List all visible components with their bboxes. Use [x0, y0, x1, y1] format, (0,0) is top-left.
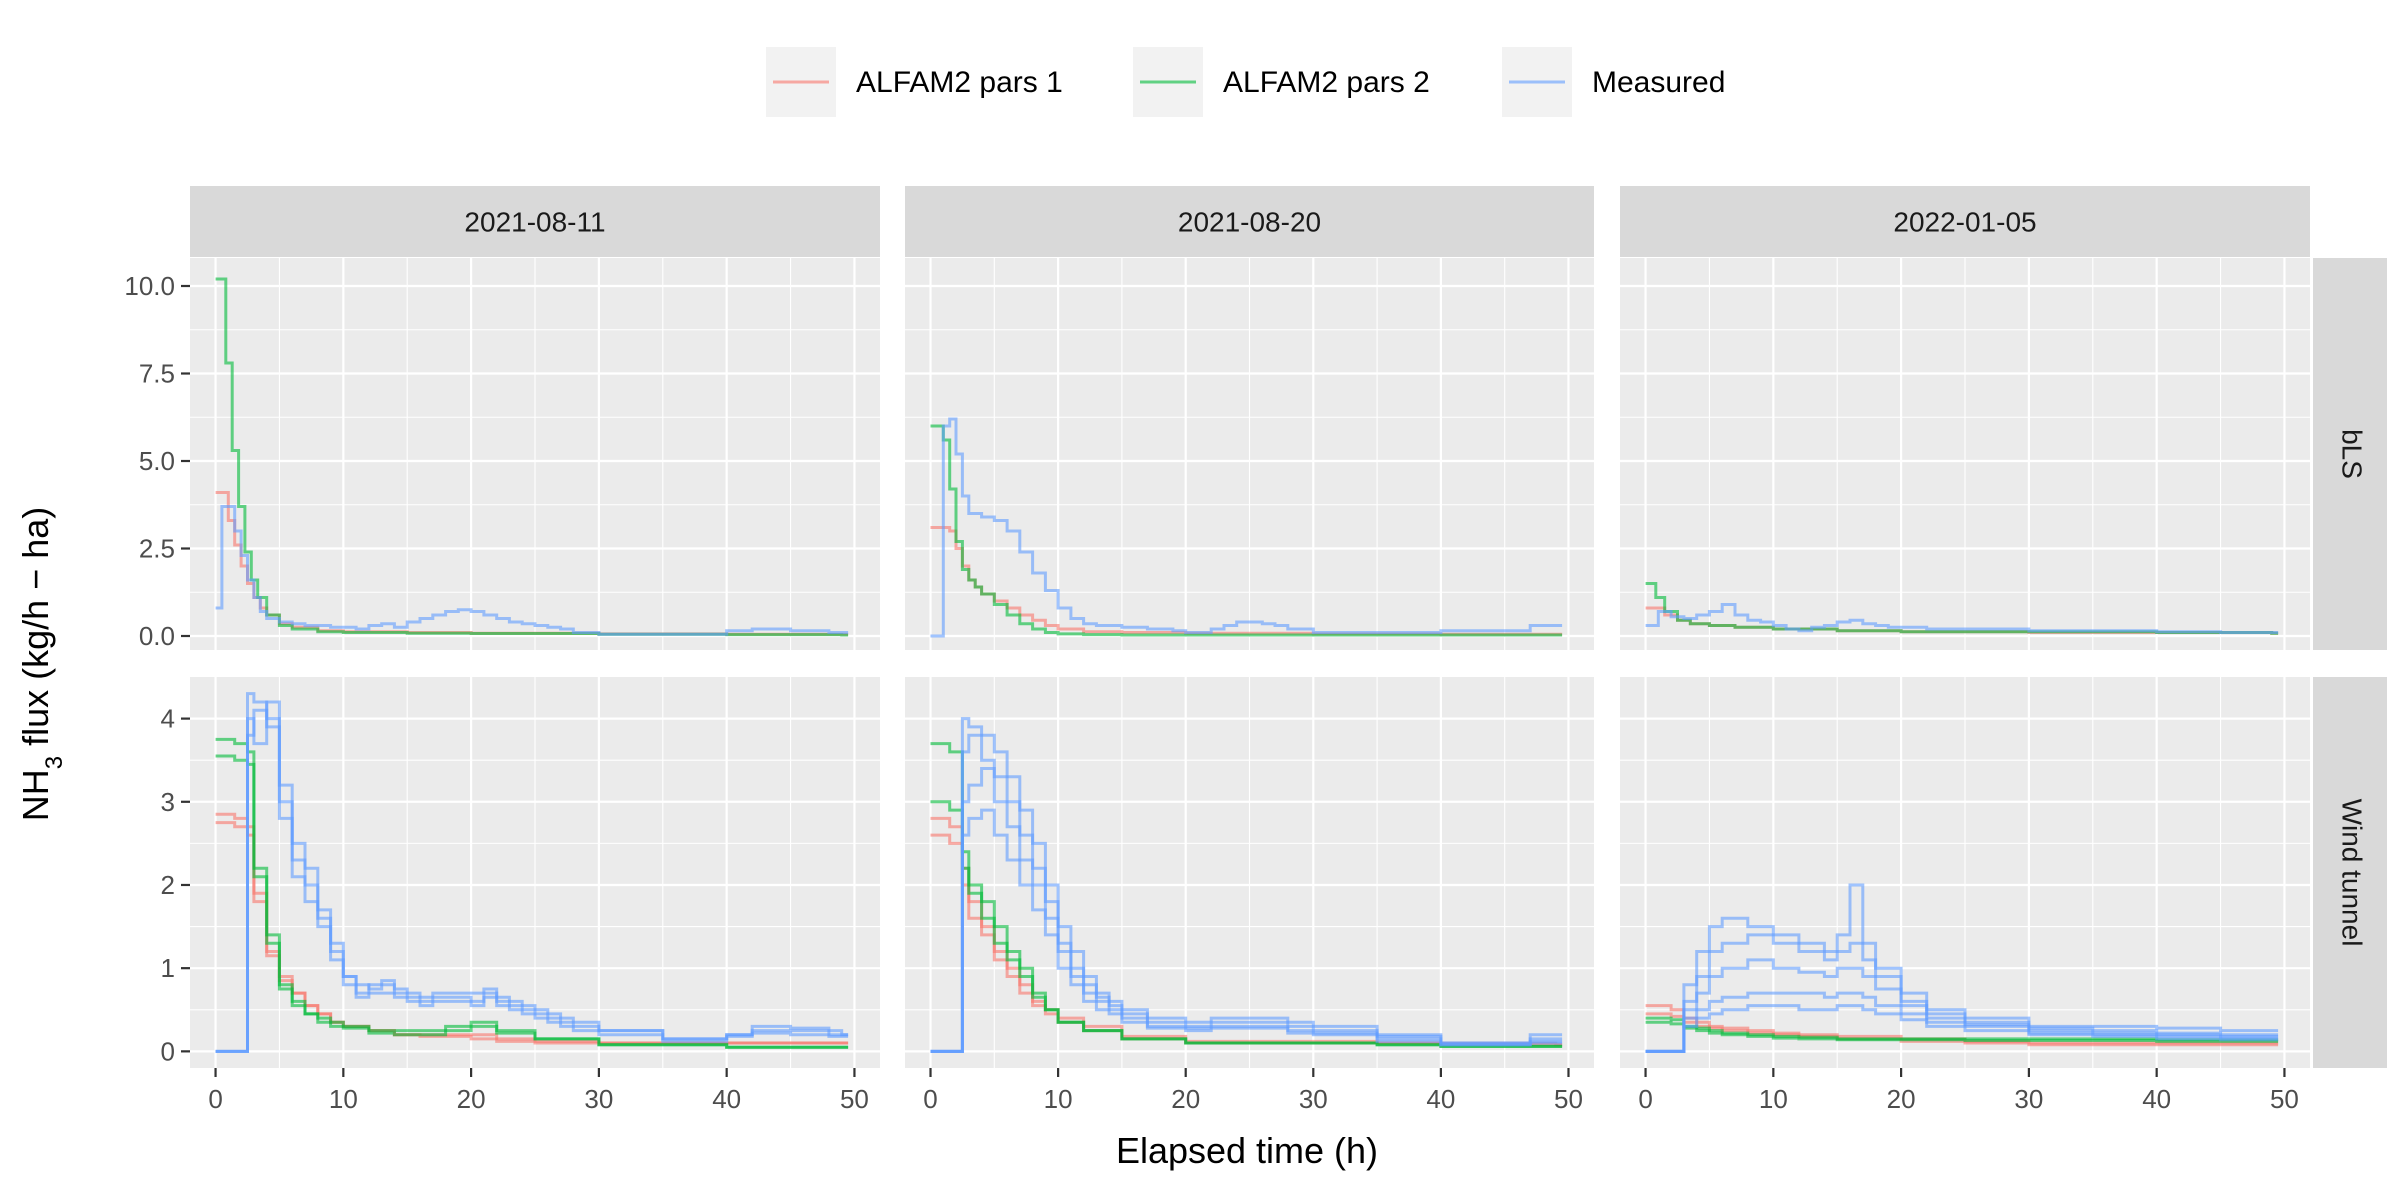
series-line-measured [1645, 958, 2279, 1053]
strip-column-bg [905, 186, 1594, 257]
strip-row-label: bLS [2337, 429, 2368, 479]
strip-column-bg [1620, 186, 2310, 257]
series-line-measured [930, 808, 1563, 1053]
x-tick-label: 30 [1299, 1084, 1328, 1114]
y-tick-label: 7.5 [139, 359, 175, 389]
y-tick-label: 0 [161, 1036, 175, 1066]
y-axis-title-suffix: flux (kg/h − ha) [15, 507, 56, 756]
x-tick-label: 10 [329, 1084, 358, 1114]
x-tick-label: 40 [1426, 1084, 1455, 1114]
x-tick-label: 30 [584, 1084, 613, 1114]
panel-2021-08-20-wind-tunnel [905, 677, 1594, 1068]
panel-2022-01-05-bls [1620, 258, 2310, 650]
series-line-alfam2-pars-2 [215, 754, 849, 1049]
y-tick-label: 5.0 [139, 446, 175, 476]
y-axis-title: NH3 flux (kg/h − ha) [15, 507, 68, 821]
strip-column-label: 2021-08-11 [464, 207, 605, 238]
panel-2021-08-11-wind-tunnel [190, 677, 880, 1068]
facet-panels [190, 258, 2310, 1068]
strip-row-bg [2313, 677, 2387, 1068]
strip-column-label: 2021-08-20 [1178, 207, 1321, 238]
x-tick-label: 50 [1554, 1084, 1583, 1114]
y-tick-label: 4 [161, 704, 175, 734]
x-tick-label: 50 [840, 1084, 869, 1114]
x-tick-label: 10 [1044, 1084, 1073, 1114]
x-tick-label: 20 [1887, 1084, 1916, 1114]
series-line-measured [1645, 1004, 2279, 1053]
y-tick-label: 2 [161, 870, 175, 900]
strip-column-label: 2022-01-05 [1893, 207, 2036, 238]
legend: ALFAM2 pars 1 ALFAM2 pars 2 Measured [766, 47, 1725, 117]
panel-2021-08-11-bls [190, 258, 880, 650]
series-line-alfam2-pars-2 [930, 424, 1563, 637]
x-tick-label: 30 [2014, 1084, 2043, 1114]
legend-entry-measured: Measured [1502, 47, 1725, 117]
series-line-measured [1645, 933, 2279, 1053]
y-tick-label: 10.0 [124, 271, 175, 301]
legend-entry-alfam2-pars-1: ALFAM2 pars 1 [766, 47, 1063, 117]
x-tick-label: 40 [2142, 1084, 2171, 1114]
legend-entry-alfam2-pars-2: ALFAM2 pars 2 [1133, 47, 1430, 117]
x-tick-label: 50 [2270, 1084, 2299, 1114]
series-line-measured [1645, 883, 2279, 1053]
y-tick-label: 1 [161, 953, 175, 983]
x-tick-label: 20 [1171, 1084, 1200, 1114]
panel-2021-08-20-bls [905, 258, 1594, 650]
series-line-measured [930, 417, 1563, 638]
legend-label: Measured [1592, 66, 1725, 99]
strip-row-label: Wind tunnel [2337, 799, 2368, 947]
x-tick-label: 20 [457, 1084, 486, 1114]
y-tick-label: 2.5 [139, 534, 175, 564]
y-tick-label: 3 [161, 787, 175, 817]
legend-label: ALFAM2 pars 2 [1223, 66, 1430, 99]
panel-2022-01-05-wind-tunnel [1620, 677, 2310, 1068]
x-tick-label: 0 [208, 1084, 222, 1114]
facet-strips: 2021-08-11 2021-08-20 2022-01-05 bLS Wind tu… [190, 186, 2387, 1068]
series-line-measured [1645, 603, 2279, 634]
y-tick-label: 0.0 [139, 621, 175, 651]
series-line-measured [215, 708, 849, 1053]
series-line-alfam2-pars-2 [930, 800, 1563, 1048]
x-tick-label: 10 [1759, 1084, 1788, 1114]
x-tick-label: 0 [1638, 1084, 1652, 1114]
series-line-measured [215, 505, 849, 636]
strip-row-bg [2313, 258, 2387, 650]
x-axis-title: Elapsed time (h) [1116, 1130, 1378, 1171]
legend-label: ALFAM2 pars 1 [856, 66, 1063, 99]
y-axis-title-subscript: 3 [41, 756, 68, 769]
x-tick-label: 0 [923, 1084, 937, 1114]
x-tick-label: 40 [712, 1084, 741, 1114]
series-line-measured [215, 700, 849, 1053]
series-line-alfam2-pars-2 [1645, 1020, 2279, 1043]
y-axis-title-prefix: NH [15, 769, 56, 821]
strip-column-bg [190, 186, 880, 257]
